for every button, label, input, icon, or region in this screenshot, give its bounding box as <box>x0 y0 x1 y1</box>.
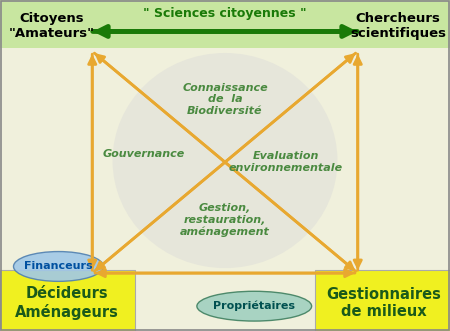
Text: Gouvernance: Gouvernance <box>103 149 185 159</box>
FancyBboxPatch shape <box>315 270 450 331</box>
Ellipse shape <box>112 53 338 268</box>
Text: Connaissance
de  la
Biodiversité: Connaissance de la Biodiversité <box>182 83 268 116</box>
Text: Financeurs: Financeurs <box>24 261 93 271</box>
Text: " Sciences citoyennes ": " Sciences citoyennes " <box>143 7 307 21</box>
FancyBboxPatch shape <box>0 270 135 331</box>
Text: Evaluation
environnementale: Evaluation environnementale <box>229 151 343 173</box>
Ellipse shape <box>197 291 311 321</box>
FancyBboxPatch shape <box>0 0 450 48</box>
Text: Gestion,
restauration,
aménagement: Gestion, restauration, aménagement <box>180 203 270 237</box>
Text: Gestionnaires
de milieux: Gestionnaires de milieux <box>326 287 441 319</box>
Text: Chercheurs
scientifiques: Chercheurs scientifiques <box>350 13 446 40</box>
Ellipse shape <box>14 252 104 281</box>
Text: Propriétaires: Propriétaires <box>213 301 295 311</box>
Text: Décideurs
Aménageurs: Décideurs Aménageurs <box>15 286 118 320</box>
Text: Citoyens
"Amateurs": Citoyens "Amateurs" <box>9 13 95 40</box>
